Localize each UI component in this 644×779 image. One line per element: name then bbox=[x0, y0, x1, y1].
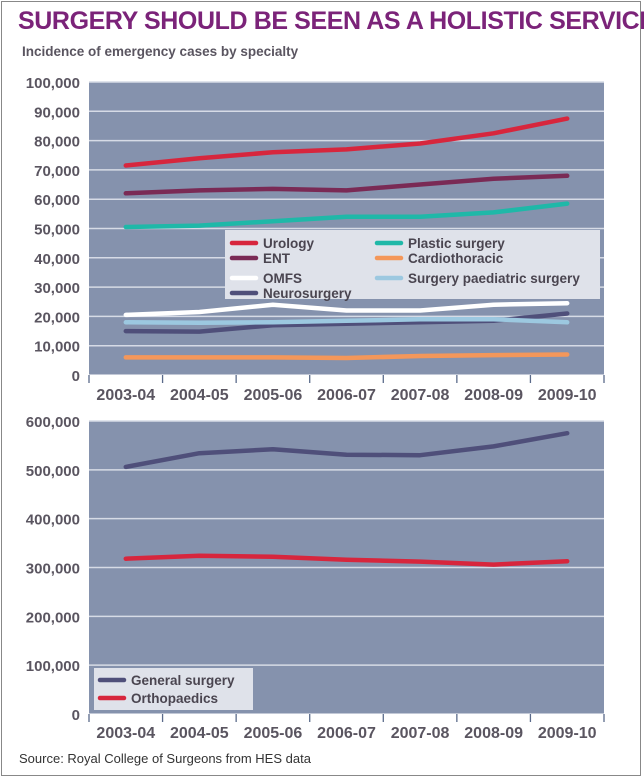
y-tick-label: 100,000 bbox=[26, 75, 80, 92]
series-line-cardiothoracic bbox=[123, 352, 570, 361]
y-tick-label: 300,000 bbox=[26, 561, 80, 578]
x-tick-label: 2005-06 bbox=[244, 725, 303, 742]
legend-box bbox=[94, 668, 253, 710]
y-tick-label: 60,000 bbox=[34, 192, 80, 209]
series-line-omfs bbox=[123, 300, 570, 318]
y-tick-label: 70,000 bbox=[34, 163, 80, 180]
legend-label: Plastic surgery bbox=[408, 236, 505, 251]
x-tick-label: 2006-07 bbox=[317, 725, 376, 742]
source-note: Source: Royal College of Surgeons from H… bbox=[19, 751, 311, 766]
y-tick-label: 500,000 bbox=[26, 463, 80, 480]
y-tick-label: 0 bbox=[72, 707, 80, 724]
legend-label: Urology bbox=[263, 236, 314, 251]
y-tick-label: 50,000 bbox=[34, 222, 80, 239]
x-tick-label: 2004-05 bbox=[170, 387, 229, 404]
legend-label: General surgery bbox=[131, 673, 235, 688]
series-line-plastic-surgery bbox=[123, 201, 570, 230]
x-tick-label: 2005-06 bbox=[244, 387, 303, 404]
x-tick-label: 2008-09 bbox=[464, 387, 523, 404]
chart-subtitle: Incidence of emergency cases by specialt… bbox=[22, 44, 299, 59]
y-tick-label: 10,000 bbox=[34, 339, 80, 356]
series-line-urology bbox=[123, 116, 570, 168]
y-tick-label: 80,000 bbox=[34, 134, 80, 151]
y-tick-label: 40,000 bbox=[34, 251, 80, 268]
y-tick-label: 400,000 bbox=[26, 512, 80, 529]
legend-label: Cardiothoracic bbox=[408, 251, 504, 266]
x-tick-label: 2007-08 bbox=[391, 387, 450, 404]
series-line-orthopaedics bbox=[123, 553, 570, 567]
x-tick-label: 2006-07 bbox=[317, 387, 376, 404]
y-tick-label: 30,000 bbox=[34, 280, 80, 297]
y-tick-label: 600,000 bbox=[26, 414, 80, 431]
chart-2: 0 100,000 200,000 300,000 400,000 500,000 600,… bbox=[26, 414, 605, 742]
y-tick-label: 200,000 bbox=[26, 609, 80, 626]
chart-1: 0 10,000 20,000 30,000 40,000 50,000 60,000 70,… bbox=[26, 75, 605, 404]
legend-label: Surgery paediatric surgery bbox=[408, 271, 580, 286]
x-tick-label: 2003-04 bbox=[96, 725, 155, 742]
y-tick-label: 90,000 bbox=[34, 104, 80, 121]
legend-box bbox=[225, 230, 600, 299]
page-title: SURGERY SHOULD BE SEEN AS A HOLISTIC SER… bbox=[18, 7, 644, 35]
y-tick-label: 20,000 bbox=[34, 309, 80, 326]
x-tick-label: 2009-10 bbox=[538, 725, 597, 742]
legend-label: Neurosurgery bbox=[263, 286, 352, 301]
series-line-ent bbox=[123, 173, 570, 196]
legend-label: OMFS bbox=[263, 271, 302, 286]
series-line-general-surgery bbox=[123, 430, 570, 470]
y-tick-label: 0 bbox=[72, 368, 80, 385]
x-tick-label: 2004-05 bbox=[170, 725, 229, 742]
legend-label: Orthopaedics bbox=[131, 691, 218, 706]
x-tick-label: 2008-09 bbox=[464, 725, 523, 742]
x-tick-label: 2003-04 bbox=[96, 387, 155, 404]
legend-label: ENT bbox=[263, 251, 291, 266]
x-tick-label: 2009-10 bbox=[538, 387, 597, 404]
x-tick-label: 2007-08 bbox=[391, 725, 450, 742]
y-tick-label: 100,000 bbox=[26, 658, 80, 675]
series-line-surgery-paediatric-surgery bbox=[123, 317, 570, 326]
legend: General surgery Orthopaedics bbox=[94, 668, 253, 710]
